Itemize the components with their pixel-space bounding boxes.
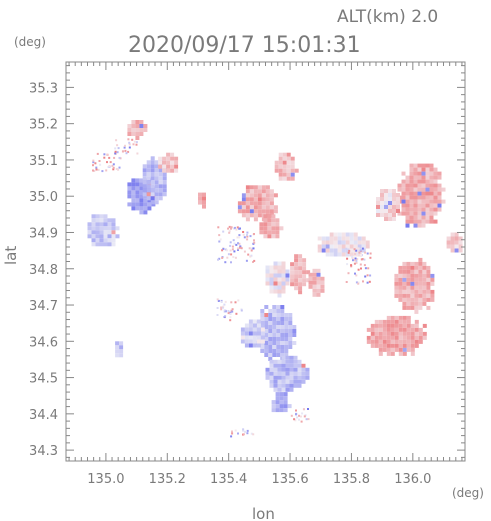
echo-speckle bbox=[114, 138, 139, 155]
echo-region bbox=[317, 232, 370, 257]
y-tick-label: 34.8 bbox=[29, 263, 58, 278]
y-tick-label: 35.1 bbox=[29, 154, 58, 169]
echo-region bbox=[127, 120, 148, 140]
x-unit-label: (deg) bbox=[452, 486, 484, 500]
echo-region bbox=[308, 268, 325, 297]
echo-region bbox=[290, 254, 311, 295]
x-tick-label: 135.8 bbox=[333, 472, 370, 487]
echo-region bbox=[142, 156, 167, 205]
echo-speckle bbox=[92, 152, 122, 173]
echo-region bbox=[446, 232, 463, 253]
echo-field bbox=[87, 120, 463, 438]
y-tick-label: 35.3 bbox=[29, 81, 58, 96]
echo-speckle bbox=[217, 225, 256, 264]
x-tick-label: 136.0 bbox=[394, 472, 431, 487]
x-tick-label: 135.0 bbox=[87, 472, 124, 487]
y-tick-label: 34.5 bbox=[29, 372, 58, 387]
echo-speckle bbox=[230, 428, 255, 438]
x-tick-labels: 135.0 135.2 135.4 135.6 135.8 136.0 bbox=[87, 472, 431, 487]
y-tick-label: 34.3 bbox=[29, 444, 58, 459]
plot-frame bbox=[65, 61, 466, 462]
y-tick-labels: 34.3 34.4 34.5 34.6 34.7 34.8 34.9 35.0 35.1 35.2… bbox=[29, 81, 58, 459]
altitude-label: ALT(km) 2.0 bbox=[337, 7, 438, 27]
y-tick-label: 34.9 bbox=[29, 226, 58, 241]
echo-region bbox=[366, 315, 427, 356]
echo-speckle bbox=[345, 247, 372, 285]
echo-region bbox=[259, 214, 284, 239]
x-tick-label: 135.4 bbox=[210, 472, 247, 487]
echo-region bbox=[394, 257, 435, 314]
axis-ticks bbox=[66, 62, 465, 461]
x-tick-label: 135.2 bbox=[149, 472, 186, 487]
y-tick-label: 35.2 bbox=[29, 118, 58, 133]
echo-region bbox=[240, 319, 265, 348]
echo-region bbox=[115, 341, 124, 358]
echo-speckle bbox=[290, 408, 310, 423]
echo-region bbox=[397, 163, 446, 228]
echo-region bbox=[256, 305, 297, 361]
echo-region bbox=[237, 185, 278, 222]
chart-title: 2020/09/17 15:01:31 bbox=[128, 33, 361, 58]
echo-region bbox=[158, 152, 179, 173]
echo-region bbox=[265, 261, 290, 298]
y-tick-label: 34.6 bbox=[29, 335, 58, 350]
echo-region bbox=[87, 214, 120, 247]
y-tick-label: 34.7 bbox=[29, 299, 58, 314]
echo-speckle bbox=[216, 298, 243, 322]
echo-region bbox=[274, 152, 299, 181]
y-unit-label: (deg) bbox=[14, 35, 46, 49]
y-tick-label: 34.4 bbox=[29, 408, 58, 423]
x-tick-label: 135.6 bbox=[271, 472, 308, 487]
y-tick-label: 35.0 bbox=[29, 190, 58, 205]
echo-region bbox=[271, 392, 292, 413]
echo-region bbox=[376, 189, 400, 221]
y-axis-label: lat bbox=[2, 246, 20, 265]
echo-region bbox=[198, 192, 206, 209]
x-axis-label: lon bbox=[252, 505, 275, 521]
echo-region bbox=[265, 355, 310, 392]
